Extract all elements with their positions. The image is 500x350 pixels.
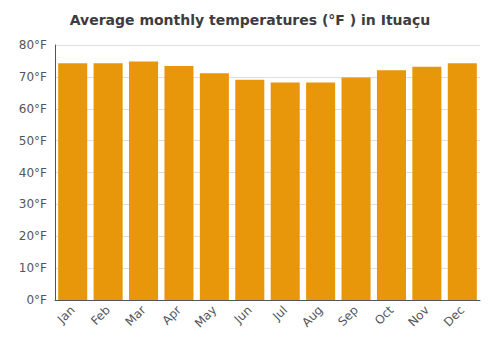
svg-text:70°F: 70°F xyxy=(19,70,47,84)
svg-text:Jul: Jul xyxy=(269,303,290,324)
svg-text:Jun: Jun xyxy=(231,303,255,327)
svg-text:Aug: Aug xyxy=(299,303,325,329)
svg-text:10°F: 10°F xyxy=(19,261,47,275)
svg-text:Sep: Sep xyxy=(335,303,361,329)
svg-text:20°F: 20°F xyxy=(19,229,47,243)
svg-text:40°F: 40°F xyxy=(19,166,47,180)
svg-text:Jan: Jan xyxy=(54,303,78,327)
svg-text:50°F: 50°F xyxy=(19,134,47,148)
svg-text:Mar: Mar xyxy=(123,303,149,329)
svg-text:Feb: Feb xyxy=(88,303,113,328)
svg-text:30°F: 30°F xyxy=(19,197,47,211)
svg-text:Average monthly temperatures (: Average monthly temperatures (°F ) in It… xyxy=(70,12,431,28)
svg-text:0°F: 0°F xyxy=(26,293,47,307)
svg-text:Dec: Dec xyxy=(441,303,467,329)
svg-text:60°F: 60°F xyxy=(19,102,47,116)
svg-text:May: May xyxy=(192,303,219,330)
svg-text:Oct: Oct xyxy=(372,303,397,328)
svg-text:Nov: Nov xyxy=(405,303,431,329)
svg-text:Apr: Apr xyxy=(159,303,184,328)
svg-text:80°F: 80°F xyxy=(19,38,47,52)
